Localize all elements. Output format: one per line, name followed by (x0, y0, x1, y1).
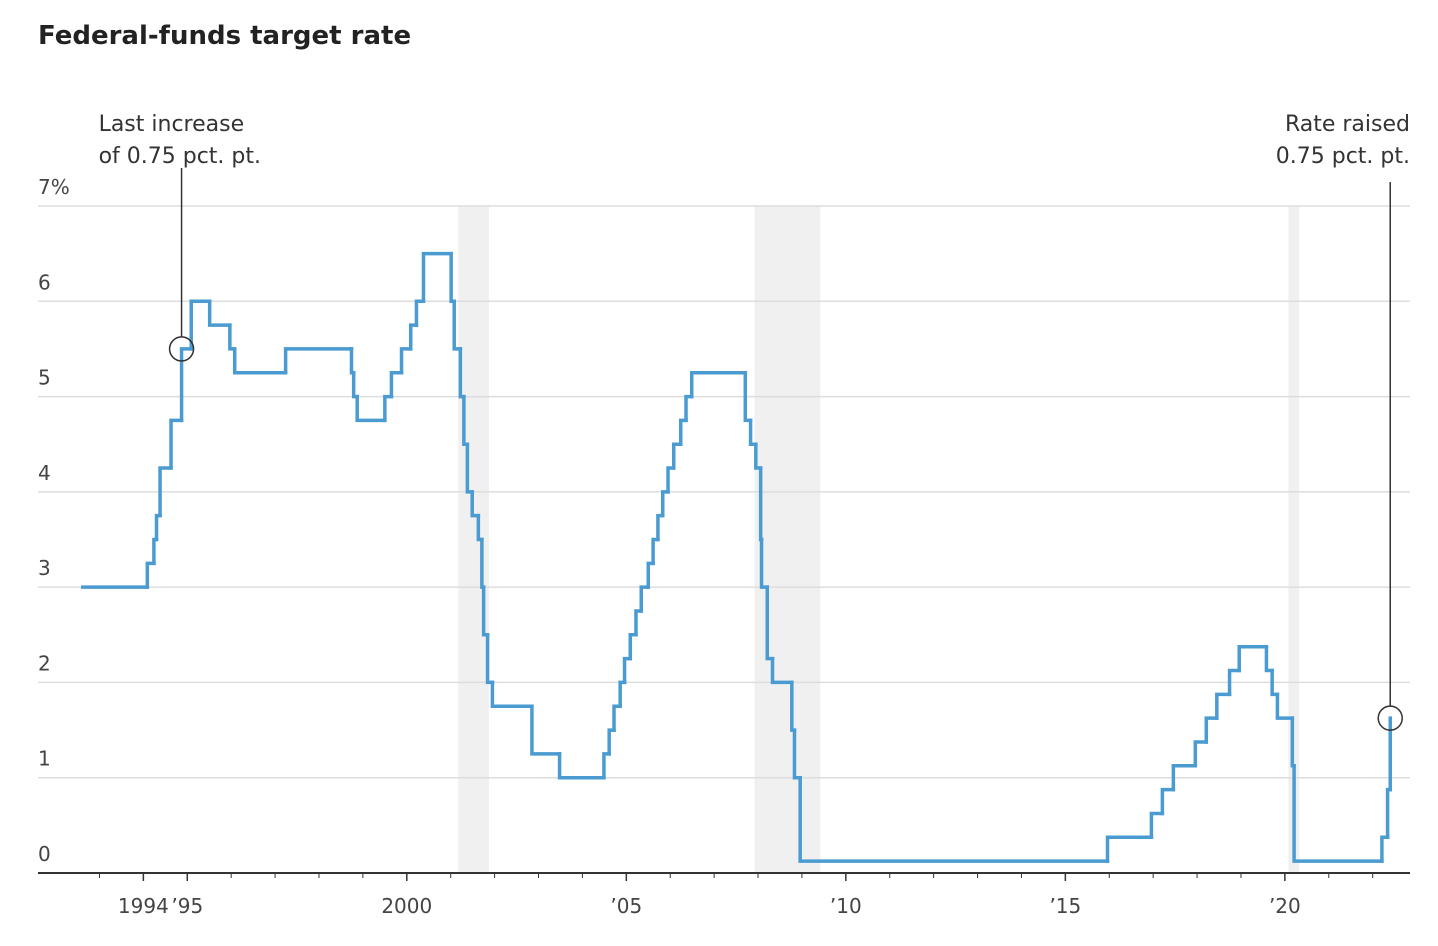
y-tick-label: 0 (38, 842, 51, 866)
rate-step (1149, 811, 1165, 840)
x-tick-label: ’05 (610, 894, 642, 918)
rate-step (421, 251, 453, 304)
x-tick-label: ’15 (1049, 894, 1081, 918)
rate-step (759, 537, 769, 589)
rate-step (612, 704, 622, 732)
rate-step (154, 513, 162, 542)
chart-title: Federal-funds target rate (38, 21, 411, 51)
recession-band (1288, 206, 1300, 873)
x-tick-label: ’10 (830, 894, 862, 918)
rate-step (748, 418, 758, 446)
rate-step (145, 561, 156, 589)
rate-step (399, 347, 413, 375)
annotation-text: of 0.75 pct. pt. (99, 144, 261, 169)
rate-step (1292, 764, 1384, 863)
rate-step (656, 513, 665, 542)
rate-step (408, 323, 419, 351)
rate-step (1270, 668, 1280, 697)
rate-step (355, 394, 387, 423)
y-tick-label: 3 (38, 556, 51, 580)
rate-step (671, 442, 683, 470)
y-tick-label: 4 (38, 461, 51, 485)
rate-step (628, 633, 638, 661)
rate-step (351, 371, 359, 399)
rate-step (798, 775, 1110, 863)
x-tick-label: 2000 (381, 894, 432, 918)
rate-step (607, 728, 616, 756)
rate-step (666, 466, 676, 494)
rate-step (622, 656, 633, 685)
rate-step (765, 585, 775, 661)
recession-band (458, 206, 489, 873)
annotation-text: Rate raised (1285, 112, 1410, 137)
rate-step (602, 752, 611, 780)
rate-step (449, 251, 456, 304)
rate-step (480, 537, 486, 589)
rate-step (389, 371, 404, 399)
recession-band (754, 206, 821, 873)
x-tick-label: ’95 (171, 894, 203, 918)
rate-step (1290, 716, 1296, 768)
rate-step (383, 394, 394, 423)
rate-step (1227, 668, 1241, 697)
rate-step (1105, 835, 1154, 863)
y-tick-label: 5 (38, 366, 51, 390)
annotation-text: Last increase (99, 112, 245, 137)
rate-step (1275, 692, 1295, 720)
y-tick-label: 1 (38, 747, 51, 771)
rate-step (646, 561, 655, 589)
rate-step (1171, 764, 1198, 792)
rate-step (1385, 787, 1392, 840)
y-tick-label: 2 (38, 651, 51, 675)
annotation-circle (1377, 705, 1403, 731)
rate-step (232, 347, 288, 375)
rate-step (283, 347, 354, 375)
rate-step (689, 371, 748, 399)
rate-step (207, 299, 232, 327)
rate-step (618, 680, 627, 708)
rate-step (1160, 787, 1176, 816)
rate-step (452, 299, 463, 351)
rate-step (758, 466, 764, 542)
annotation-circle (168, 336, 195, 362)
rate-step (169, 418, 184, 470)
rate-step (651, 537, 660, 566)
rate-step (639, 585, 651, 613)
rate-step (1193, 740, 1209, 768)
rate-step (152, 537, 159, 566)
rate-step (679, 418, 688, 446)
rate-step (634, 609, 643, 637)
annotation-text: 0.75 pct. pt. (1276, 144, 1410, 169)
rate-step (530, 704, 562, 756)
rate-step (743, 371, 753, 423)
rate-step (1380, 835, 1390, 863)
rate-step (485, 633, 495, 685)
rate-step (349, 347, 356, 375)
rate-step (490, 680, 534, 708)
rate-step (684, 394, 694, 423)
rate-step (1204, 716, 1219, 744)
rate-step (792, 728, 802, 780)
rate-step (770, 656, 794, 685)
rate-step (179, 347, 193, 423)
rate-step (1264, 644, 1274, 673)
rate-step (470, 490, 481, 518)
x-tick-label: ’20 (1269, 894, 1301, 918)
rate-step (414, 299, 426, 327)
rate-step (661, 490, 670, 518)
x-tick-label: 1994 (118, 894, 169, 918)
rate-step (557, 752, 606, 780)
rate-step (1237, 644, 1269, 673)
rate-step (189, 299, 212, 351)
rate-step (228, 323, 237, 351)
y-tick-label: 7% (38, 175, 70, 199)
y-tick-label: 6 (38, 270, 51, 294)
rate-step (1215, 692, 1232, 720)
rate-step (158, 466, 173, 518)
